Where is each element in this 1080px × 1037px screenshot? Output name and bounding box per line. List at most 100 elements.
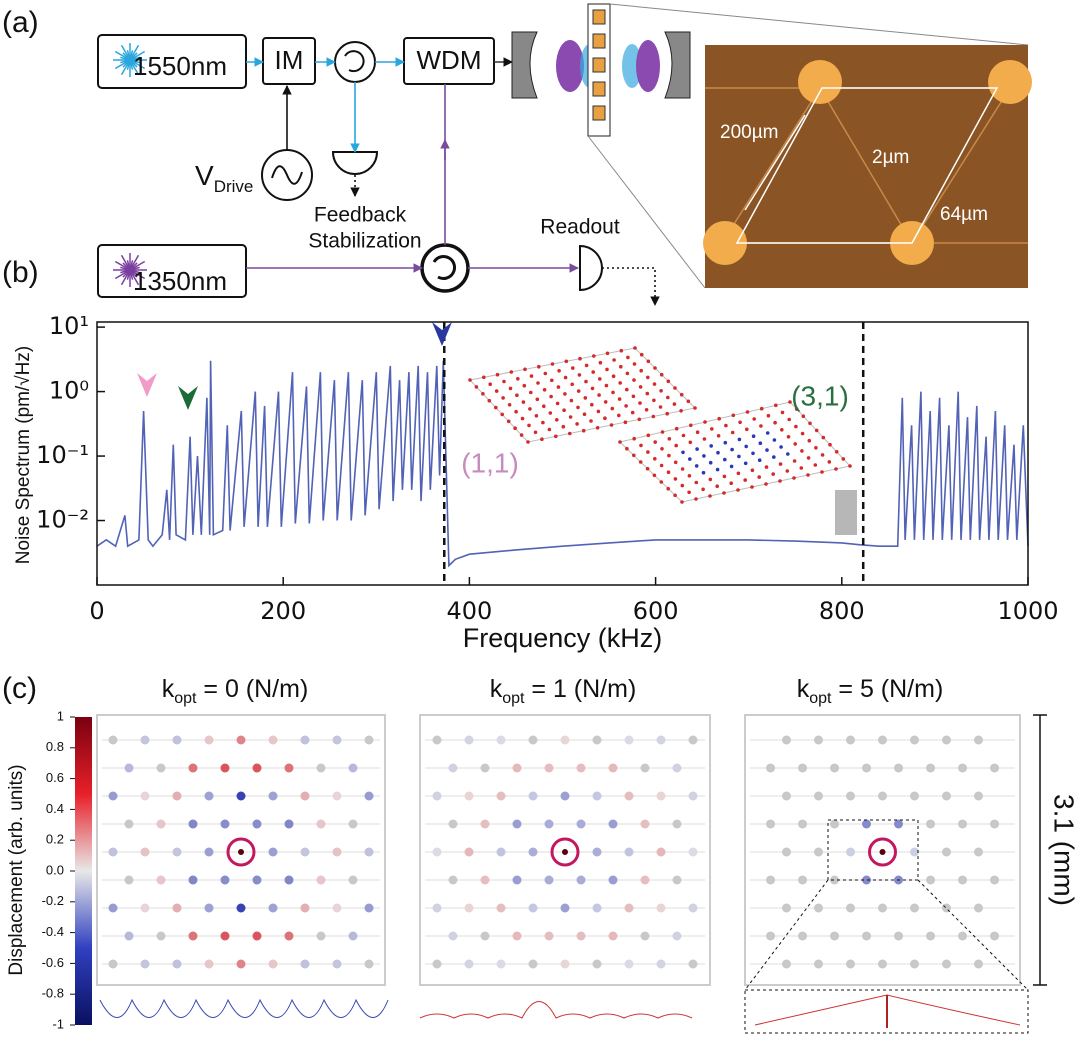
y-tick-label: 10⁻² xyxy=(36,506,89,534)
inset-node xyxy=(745,410,750,414)
inset-node xyxy=(673,386,677,390)
inset-node xyxy=(550,362,555,366)
lattice-node xyxy=(140,791,150,801)
lattice-node xyxy=(974,735,983,745)
inset-node xyxy=(794,407,799,411)
lattice-node xyxy=(268,959,278,969)
inset-node xyxy=(495,372,500,377)
inset-node xyxy=(529,374,534,378)
inset-node xyxy=(562,408,566,413)
lattice-node xyxy=(608,819,618,829)
inset-node xyxy=(667,437,672,441)
lattice-node xyxy=(252,931,262,941)
vdrive-label: VDrive xyxy=(195,160,253,196)
lattice-node xyxy=(528,735,538,745)
inset-node xyxy=(729,481,733,486)
lattice-node xyxy=(608,931,618,941)
inset-node xyxy=(564,359,569,364)
inset-node xyxy=(468,378,472,382)
inset-node xyxy=(632,378,636,382)
lattice-node xyxy=(862,931,871,941)
lattice-node xyxy=(990,875,999,885)
inset-node xyxy=(751,451,755,456)
inset-node xyxy=(694,497,698,501)
inset-node xyxy=(780,410,785,415)
inset-node xyxy=(653,457,657,461)
inset-node xyxy=(603,416,607,421)
inset-node xyxy=(590,386,595,391)
lattice-node xyxy=(300,959,310,969)
lattice-node xyxy=(364,959,374,969)
inset-node xyxy=(659,480,664,484)
inset-node xyxy=(750,485,754,489)
inset-node xyxy=(523,367,527,372)
inset-node xyxy=(738,420,742,425)
lattice-node xyxy=(448,931,458,941)
inset-node xyxy=(766,413,771,418)
colorbar-tick-label: -0.4 xyxy=(42,924,64,939)
title-sub: opt xyxy=(809,690,832,707)
inset-node xyxy=(612,358,616,362)
cavity xyxy=(511,3,1029,289)
feedback-label: Feedback xyxy=(314,204,407,227)
inset-node xyxy=(638,460,643,464)
lattice-node xyxy=(528,791,538,801)
lattice-node xyxy=(348,819,358,829)
inset-node xyxy=(674,426,679,431)
colorbar xyxy=(75,717,92,1025)
lattice-node xyxy=(624,847,634,857)
lattice-node xyxy=(204,903,214,913)
lattice-node xyxy=(300,903,310,913)
lattice-node xyxy=(236,959,246,969)
inset-node xyxy=(723,457,727,462)
lattice-node xyxy=(624,791,634,801)
inset-node xyxy=(687,490,691,495)
inset-node xyxy=(575,422,579,426)
lattice-node xyxy=(688,847,698,857)
lattice-node xyxy=(894,763,903,773)
lattice-node xyxy=(204,959,214,969)
lattice-node xyxy=(140,735,150,745)
lattice-node xyxy=(188,763,198,773)
panel-label: (c) xyxy=(2,672,37,705)
lattice-node xyxy=(910,791,919,801)
lattice-node xyxy=(560,791,570,801)
inset-node xyxy=(820,470,824,474)
inset-node xyxy=(561,424,566,429)
inset-node xyxy=(688,440,693,445)
inset-node xyxy=(834,450,839,454)
inset-node xyxy=(808,421,812,426)
scale-label: 3.1 (mm) xyxy=(1049,794,1080,906)
title-k: k xyxy=(162,675,175,703)
inset-node xyxy=(609,423,614,427)
lattice-node xyxy=(990,819,999,829)
inset-node xyxy=(695,447,699,451)
lattice-node xyxy=(879,849,886,855)
lattice-node xyxy=(672,931,682,941)
inset-node xyxy=(780,428,784,432)
x-axis-label: Frequency (kHz) xyxy=(463,623,663,653)
lattice-node xyxy=(496,903,506,913)
lattice-node xyxy=(958,763,967,773)
beam-paths xyxy=(246,57,660,306)
inset-node xyxy=(625,387,629,392)
inset-node xyxy=(527,423,531,428)
inset-node xyxy=(773,420,777,425)
lattice-node xyxy=(512,931,522,941)
lattice-node xyxy=(268,735,278,745)
lattice-node xyxy=(448,763,458,773)
lattice-node xyxy=(592,847,602,857)
inset-node xyxy=(731,413,736,418)
lattice-node xyxy=(560,959,570,969)
lattice-node xyxy=(656,959,666,969)
inset-node xyxy=(787,417,791,422)
lattice-node xyxy=(926,763,935,773)
inset-node xyxy=(814,446,818,450)
inset-node xyxy=(716,434,721,438)
lattice-node xyxy=(284,819,294,829)
inset-node xyxy=(529,390,533,395)
inset-node xyxy=(778,462,783,466)
inset-node xyxy=(730,447,734,452)
inset-node xyxy=(828,442,832,447)
spectrum-plot: 0 200 400 600 800 1000 10⁻² 10⁻¹ 10⁰ 10¹ Frequency… xyxy=(13,312,1059,653)
